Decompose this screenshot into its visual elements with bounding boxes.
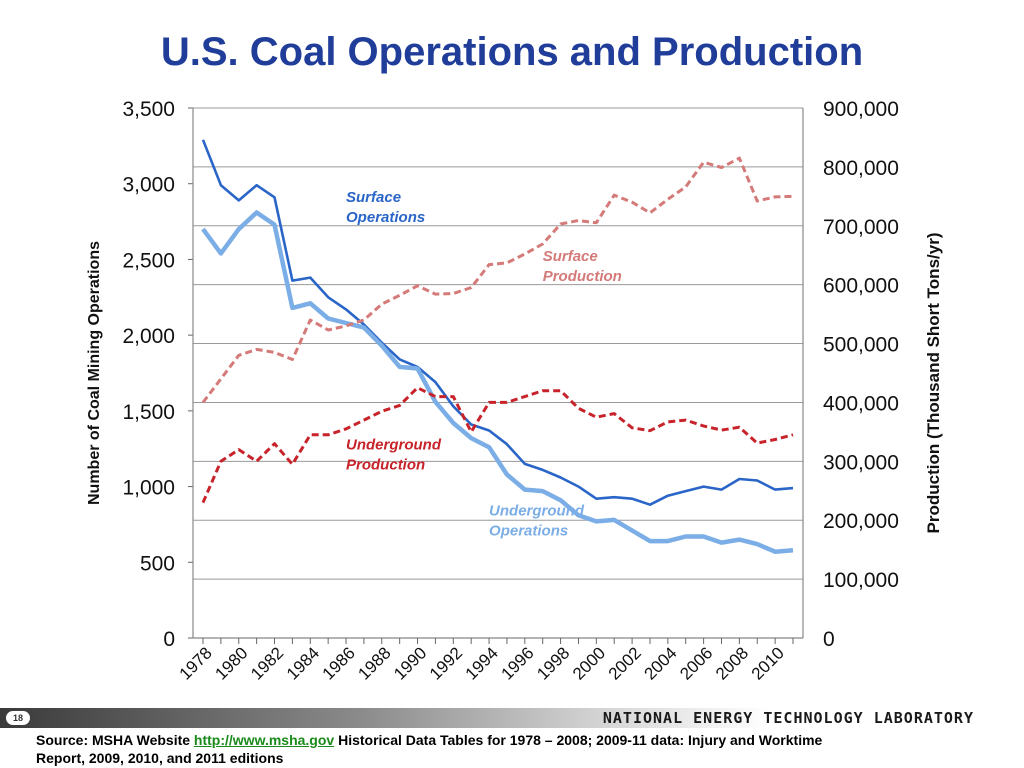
source-suffix: Historical Data Tables for 1978 – 2008; … — [334, 732, 823, 748]
annotation-surface-production-line2: Production — [543, 268, 622, 285]
right-tick-label: 400,000 — [823, 392, 899, 415]
annotation-underground-production-line2: Production — [346, 457, 425, 474]
series-line-underground-operations — [201, 210, 794, 554]
series-layer — [201, 139, 794, 554]
series-line-surface-operations — [201, 139, 794, 507]
grid-layer — [193, 107, 803, 639]
x-tick-label: 2006 — [676, 643, 716, 683]
axis-layer: 0 100,000 200,000 300,000 400,000 500,000 600,… — [86, 98, 943, 684]
coal-chart: 0 100,000 200,000 300,000 400,000 500,000 600,… — [86, 98, 943, 684]
source-line-2: Report, 2009, 2010, and 2011 editions — [36, 750, 284, 766]
page-title: U.S. Coal Operations and Production — [160, 30, 864, 74]
organization-logo-text: NATIONAL ENERGY TECHNOLOGY LABORATORY — [602, 709, 974, 727]
series-line-underground-production — [201, 386, 794, 504]
x-tick-label: 2004 — [640, 643, 680, 683]
left-tick-label: 2,000 — [122, 325, 175, 348]
right-tick-label: 500,000 — [823, 334, 899, 357]
x-tick-label: 1998 — [533, 643, 573, 683]
x-tick-label: 1988 — [354, 643, 394, 683]
right-tick-label: 300,000 — [823, 451, 899, 474]
x-tick-label: 1982 — [247, 643, 287, 683]
right-tick-label: 900,000 — [823, 98, 899, 121]
x-tick-label: 1986 — [319, 643, 359, 683]
left-tick-label: 2,500 — [122, 249, 175, 272]
y2-axis-title: Production (Thousand Short Tons/yr) — [924, 233, 943, 534]
x-tick-label: 1978 — [176, 643, 216, 683]
x-tick-label: 2000 — [569, 643, 609, 683]
left-tick-label: 3,500 — [122, 98, 175, 121]
y-axis-title: Number of Coal Mining Operations — [86, 241, 103, 505]
footer-bar — [0, 708, 1024, 728]
right-tick-label: 100,000 — [823, 569, 899, 592]
annotation-underground-operations-line1: Underground — [489, 502, 585, 519]
x-tick-label: 1984 — [283, 643, 323, 683]
right-tick-label: 800,000 — [823, 157, 899, 180]
source-prefix: Source: MSHA Website — [36, 732, 194, 748]
right-tick-label: 700,000 — [823, 216, 899, 239]
annotation-surface-production-line1: Surface — [543, 248, 598, 265]
annotation-surface-operations-line2: Operations — [346, 209, 425, 226]
annotation-surface-operations-line1: Surface — [346, 189, 401, 206]
left-tick-label: 1,000 — [122, 477, 175, 500]
x-tick-label: 1996 — [497, 643, 537, 683]
x-tick-label: 1994 — [462, 643, 502, 683]
annotation-underground-operations-line2: Operations — [489, 522, 568, 539]
left-tick-label: 1,500 — [122, 401, 175, 424]
x-tick-label: 2008 — [712, 643, 752, 683]
left-tick-label: 500 — [140, 552, 175, 575]
left-tick-label: 0 — [163, 628, 175, 651]
x-tick-label: 1980 — [211, 643, 251, 683]
left-tick-label: 3,000 — [122, 174, 175, 197]
right-tick-label: 0 — [823, 628, 835, 651]
series-line-surface-production — [201, 156, 794, 404]
x-tick-label: 1990 — [390, 643, 430, 683]
page-number: 18 — [6, 711, 30, 725]
source-note: Source: MSHA Website http://www.msha.gov… — [36, 731, 996, 767]
x-tick-label: 2010 — [748, 643, 788, 683]
right-tick-label: 200,000 — [823, 510, 899, 533]
annotation-underground-production-line1: Underground — [346, 437, 442, 454]
label-layer: Surface Operations Underground Production Su… — [346, 189, 622, 539]
right-tick-label: 600,000 — [823, 275, 899, 298]
source-link[interactable]: http://www.msha.gov — [193, 732, 335, 748]
x-tick-label: 1992 — [426, 643, 466, 683]
x-tick-label: 2002 — [605, 643, 645, 683]
